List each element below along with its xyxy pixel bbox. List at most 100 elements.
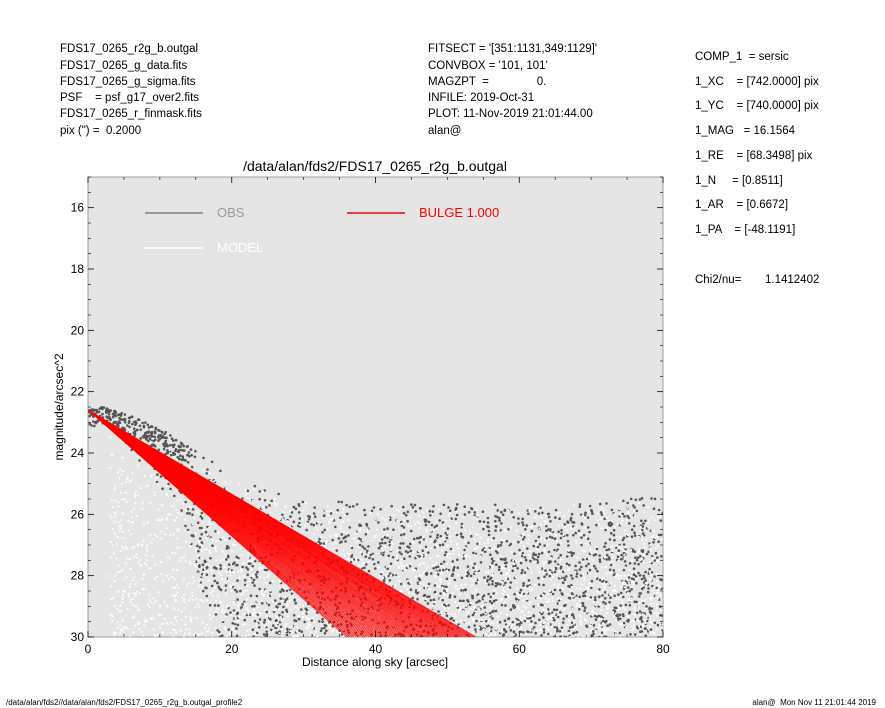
model-point	[208, 614, 211, 616]
model-point	[331, 629, 334, 632]
model-point	[277, 594, 280, 597]
obs-point	[187, 451, 191, 454]
model-point	[343, 639, 345, 641]
model-point	[328, 624, 331, 627]
model-point	[259, 576, 262, 579]
obs-point	[458, 599, 462, 603]
model-point	[150, 618, 153, 621]
model-point	[121, 569, 124, 572]
model-point	[141, 588, 144, 591]
model-point	[519, 625, 522, 628]
model-point	[134, 501, 137, 504]
obs-point	[497, 568, 501, 571]
model-point	[590, 542, 593, 545]
obs-point	[577, 529, 581, 533]
obs-point	[419, 507, 422, 510]
model-point	[285, 605, 288, 608]
model-point	[555, 573, 558, 576]
obs-point	[639, 554, 642, 558]
model-point	[127, 519, 130, 522]
obs-point	[598, 588, 601, 591]
obs-point	[542, 616, 545, 619]
model-point	[113, 604, 116, 607]
obs-point	[407, 581, 410, 585]
model-point	[633, 509, 636, 512]
model-point	[386, 557, 389, 560]
obs-point	[363, 508, 366, 512]
model-point	[408, 553, 411, 556]
obs-point	[486, 521, 490, 524]
obs-point	[489, 595, 493, 599]
obs-point	[590, 586, 593, 590]
model-point	[131, 631, 134, 634]
obs-point	[467, 600, 470, 603]
model-point	[516, 605, 519, 608]
model-point	[613, 513, 616, 516]
model-point	[188, 599, 191, 602]
obs-point	[321, 531, 324, 534]
model-point	[219, 601, 222, 604]
model-point	[536, 541, 539, 544]
model-point	[521, 574, 524, 577]
model-point	[655, 603, 658, 606]
obs-point	[491, 580, 494, 583]
obs-point	[358, 524, 362, 527]
model-point	[544, 561, 547, 564]
obs-point	[191, 513, 194, 517]
model-point	[424, 554, 427, 557]
model-point	[623, 549, 626, 552]
obs-point	[280, 588, 284, 591]
model-point	[180, 618, 183, 621]
obs-point	[337, 537, 341, 540]
model-point	[246, 589, 249, 592]
model-point	[144, 620, 147, 623]
model-point	[537, 640, 539, 642]
obs-point	[554, 516, 557, 519]
model-point	[128, 480, 131, 483]
obs-point	[466, 565, 470, 568]
obs-point	[554, 560, 557, 563]
obs-point	[421, 549, 425, 552]
obs-point	[545, 529, 548, 532]
model-point	[292, 596, 295, 599]
obs-point	[522, 592, 526, 596]
model-point	[622, 607, 625, 609]
obs-point	[452, 567, 456, 571]
model-point	[455, 620, 458, 623]
model-point	[274, 608, 277, 610]
model-point	[654, 537, 657, 540]
model-point	[600, 566, 603, 568]
obs-point	[622, 499, 625, 503]
model-point	[579, 623, 582, 626]
obs-point	[632, 573, 636, 576]
obs-point	[578, 561, 581, 564]
obs-point	[109, 409, 112, 412]
model-point	[544, 523, 547, 526]
obs-point	[257, 626, 261, 629]
model-point	[579, 614, 581, 617]
obs-point	[122, 418, 125, 422]
obs-point	[534, 621, 537, 625]
model-point	[619, 514, 622, 517]
obs-point	[409, 529, 413, 533]
obs-point	[587, 562, 590, 566]
obs-point	[565, 533, 569, 537]
model-point	[206, 570, 209, 573]
model-point	[563, 569, 566, 572]
model-point	[583, 642, 585, 644]
model-point	[573, 599, 576, 602]
model-point	[617, 576, 620, 579]
model-point	[576, 556, 579, 559]
obs-point	[547, 515, 551, 519]
model-point	[406, 579, 409, 582]
model-point	[586, 593, 588, 596]
obs-point	[513, 552, 516, 555]
model-point	[269, 589, 272, 592]
obs-point	[655, 586, 658, 590]
header-middle-line: INFILE: 2019-Oct-31	[428, 92, 535, 104]
model-point	[328, 520, 331, 523]
obs-point	[378, 542, 382, 545]
obs-point	[191, 508, 195, 511]
obs-point	[645, 605, 648, 608]
obs-point	[201, 563, 205, 566]
